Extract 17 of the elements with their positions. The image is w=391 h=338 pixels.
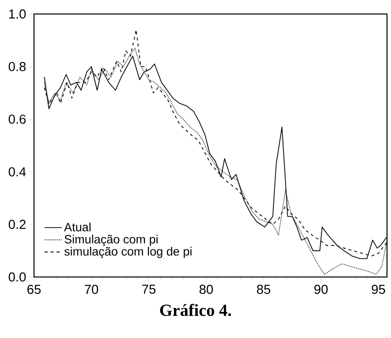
x-tick-label: 95 [372,284,386,294]
y-tick-label: 0.6 [8,114,26,124]
x-tick-label: 90 [314,284,328,294]
legend-label: Atual [64,222,90,232]
x-tick-label: 70 [84,284,98,294]
y-tick-label: 0.8 [8,62,26,72]
y-tick-label: 0.4 [8,167,26,176]
y-tick-label: 1.0 [9,9,26,19]
y-tick-label: 0.2 [8,220,26,229]
legend-label: Simulação com pi [64,234,158,246]
x-tick-label: 65 [27,284,41,294]
x-tick-label: 80 [200,284,213,294]
y-tick-label: 0.0 [8,272,26,282]
text: Gráfico 4. [160,304,231,316]
legend-label: simulação com log de pi [64,246,192,258]
x-tick-label: 85 [256,284,270,294]
x-tick-label: 75 [142,284,156,294]
